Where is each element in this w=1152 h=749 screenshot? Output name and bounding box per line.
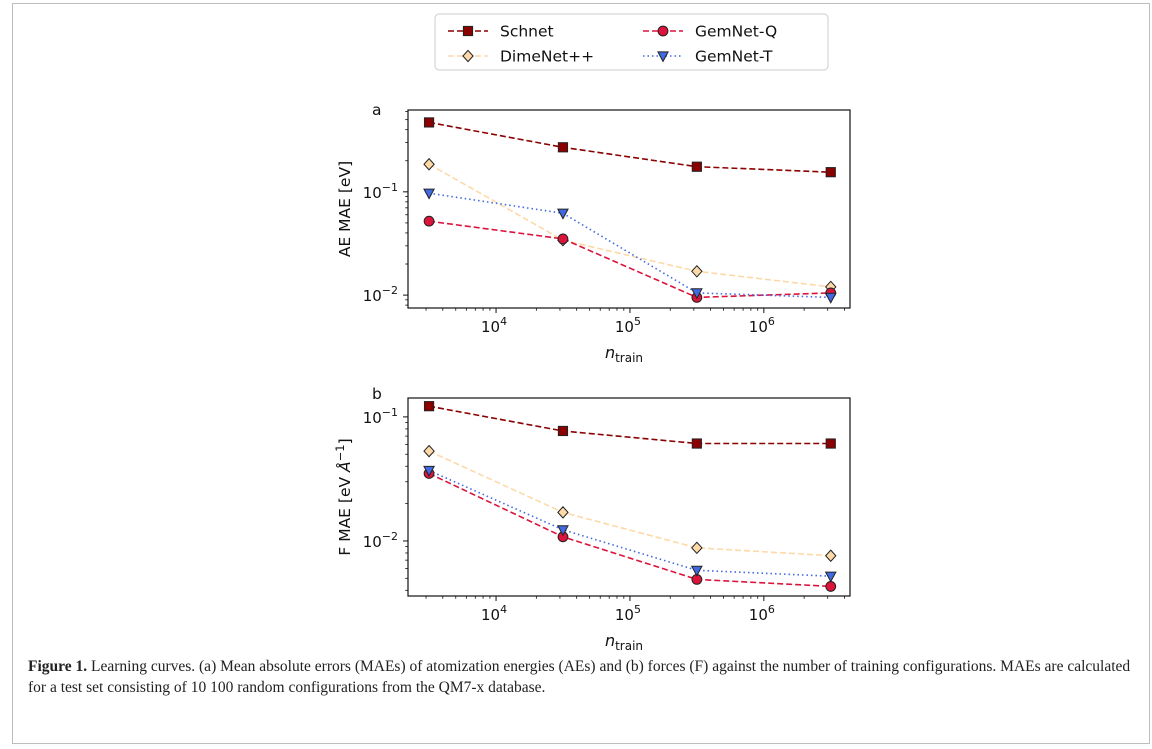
panel-a-y-axis-label: AE MAE [eV]: [336, 161, 354, 257]
panel-b-point-schnet: [691, 438, 702, 449]
panel-a-x-axis-label-main: n: [605, 343, 615, 362]
panel-a-point-gemnet-t: [557, 208, 569, 220]
panel-a-x-tick-label-2-exp: 6: [768, 315, 775, 328]
panel-a-point-gemnet-q: [557, 233, 569, 245]
panel-a-point-dimenetplusplus: [691, 264, 703, 278]
panel-b-y-tick-label-0-exp: −2: [382, 530, 398, 543]
panel-a-axes-frame: [407, 109, 851, 309]
panel-a-x-tick-label-1: 105: [615, 315, 641, 336]
panel-b-x-axis-label-main: n: [605, 631, 615, 650]
panel-b-label: b: [372, 385, 382, 403]
panel-b-y-axis-label-unit: Å: [335, 461, 354, 473]
panel-b-x-tick-label-1-base: 10: [615, 606, 634, 624]
panel-a-y-tick-label-0: 10−2: [363, 284, 398, 305]
panel-a-x-axis-label-sub: train: [615, 351, 643, 365]
figure-caption: Figure 1. Learning curves. (a) Mean abso…: [28, 656, 1138, 698]
panel-b-point-schnet: [557, 425, 569, 437]
panel-a-y-tick-label-0-base: 10: [363, 287, 382, 305]
panel-b-x-axis-label-sub: train: [615, 639, 643, 650]
legend-label-gemnet-q: GemNet-Q: [695, 23, 777, 41]
panel-b-point-dimenetplusplus: [423, 444, 435, 458]
panel-b-point-dimenetplusplus: [824, 549, 837, 563]
legend-marker-gemnet-t: [657, 51, 669, 63]
panel-a-x-tick-label-0-base: 10: [481, 318, 500, 336]
legend: Schnet DimeNet++ GemNet-Q GemNet-T: [434, 13, 829, 71]
panel-a-y-tick-label-1-exp: −1: [382, 181, 398, 194]
panel-b-x-tick-label-0-base: 10: [481, 606, 500, 624]
panel-a-series-line-schnet: [428, 121, 831, 173]
panel-b-point-dimenetplusplus: [691, 541, 703, 555]
panel-a-point-gemnet-q: [423, 215, 435, 227]
panel-b-point-gemnet-t: [824, 571, 837, 583]
panel-a-point-dimenetplusplus: [423, 157, 435, 171]
panel-a-point-gemnet-t: [690, 288, 703, 300]
panel-a-x-tick-label-2-base: 10: [749, 318, 768, 336]
panel-b-x-axis-label: ntrain: [605, 631, 643, 650]
legend-label-gemnet-t: GemNet-T: [695, 48, 773, 66]
panel-a-point-schnet: [557, 142, 569, 153]
panel-b-x-tick-label-1-exp: 5: [634, 603, 641, 616]
panel-b-x-tick-label-0: 104: [481, 603, 507, 624]
figure-frame: [12, 3, 1150, 744]
legend-label-schnet: Schnet: [500, 23, 554, 41]
legend-marker-gemnet-q: [657, 25, 669, 37]
panel-b-point-schnet: [423, 401, 435, 412]
panel-a-y-tick-label-0-exp: −2: [382, 284, 398, 297]
panel-b-point-gemnet-t: [423, 465, 435, 477]
legend-label-dimenetplusplus: DimeNet++: [500, 48, 594, 66]
panel-b-series-line-schnet: [428, 405, 831, 445]
panel-a-point-schnet: [691, 161, 702, 172]
panel-b-y-axis-label-end: ]: [336, 438, 354, 444]
panel-b-x-tick-label-2-base: 10: [749, 606, 768, 624]
panel-b-series-line-gemnet-t: [428, 469, 831, 577]
panel-b-y-tick-label-0: 10−2: [363, 530, 398, 551]
panel-b-point-gemnet-q: [825, 581, 837, 592]
panel-b-point-gemnet-t: [557, 525, 569, 537]
panel-b-series-line-gemnet-q: [428, 472, 831, 588]
panel-b-y-tick-label-1-base: 10: [363, 409, 382, 427]
panel-b-y-tick-label-0-base: 10: [363, 533, 382, 551]
panel-b-y-tick-label-1-exp: −1: [382, 406, 398, 419]
panel-a-point-gemnet-t: [423, 188, 435, 200]
legend-frame: [434, 13, 829, 71]
panel-b-y-tick-label-1: 10−1: [363, 406, 398, 427]
caption-text: Learning curves. (a) Mean absolute error…: [28, 658, 1131, 696]
panel-a-x-tick-label-1-base: 10: [615, 318, 634, 336]
panel-b-y-axis-label: F MAE [eV Å−1]: [333, 438, 354, 555]
panel-a-series-line-gemnet-t: [428, 192, 831, 299]
panel-b-axes-frame: [407, 397, 851, 597]
panel-b-point-schnet: [825, 438, 836, 449]
panel-a-y-tick-label-1-base: 10: [363, 184, 382, 202]
legend-marker-dimenetplusplus: [462, 49, 474, 63]
panel-a-series-line-dimenetplusplus: [428, 163, 831, 288]
panel-b-x-tick-label-1: 105: [615, 603, 641, 624]
panel-b-series-line-dimenetplusplus: [428, 450, 831, 557]
panel-b-x-tick-label-2-exp: 6: [768, 603, 775, 616]
panel-b-y-axis-label-main: F MAE [eV: [336, 472, 354, 556]
panel-b-x-tick-label-2: 106: [749, 603, 775, 624]
panel-a-point-schnet: [825, 167, 836, 178]
panel-a-x-tick-label-0-exp: 4: [500, 315, 507, 328]
panel-a-point-gemnet-t: [824, 292, 837, 304]
panel-b-point-dimenetplusplus: [557, 506, 569, 519]
panel-a-x-tick-label-0: 104: [481, 315, 507, 336]
panel-a-point-schnet: [423, 117, 435, 128]
panel-a-x-axis-label: ntrain: [605, 343, 643, 365]
legend-marker-schnet: [462, 25, 474, 37]
panel-b-point-gemnet-t: [690, 565, 703, 577]
panel-b-y-axis-label-sup: −1: [333, 444, 347, 461]
panel-a-series-line-gemnet-q: [428, 220, 831, 299]
panel-a-x-tick-label-2: 106: [749, 315, 775, 336]
panel-a-y-tick-label-1: 10−1: [363, 181, 398, 202]
caption-label: Figure 1.: [28, 658, 88, 675]
panel-b-x-tick-label-0-exp: 4: [500, 603, 507, 616]
panel-a-label: a: [372, 101, 382, 119]
panel-a-x-tick-label-1-exp: 5: [634, 315, 641, 328]
